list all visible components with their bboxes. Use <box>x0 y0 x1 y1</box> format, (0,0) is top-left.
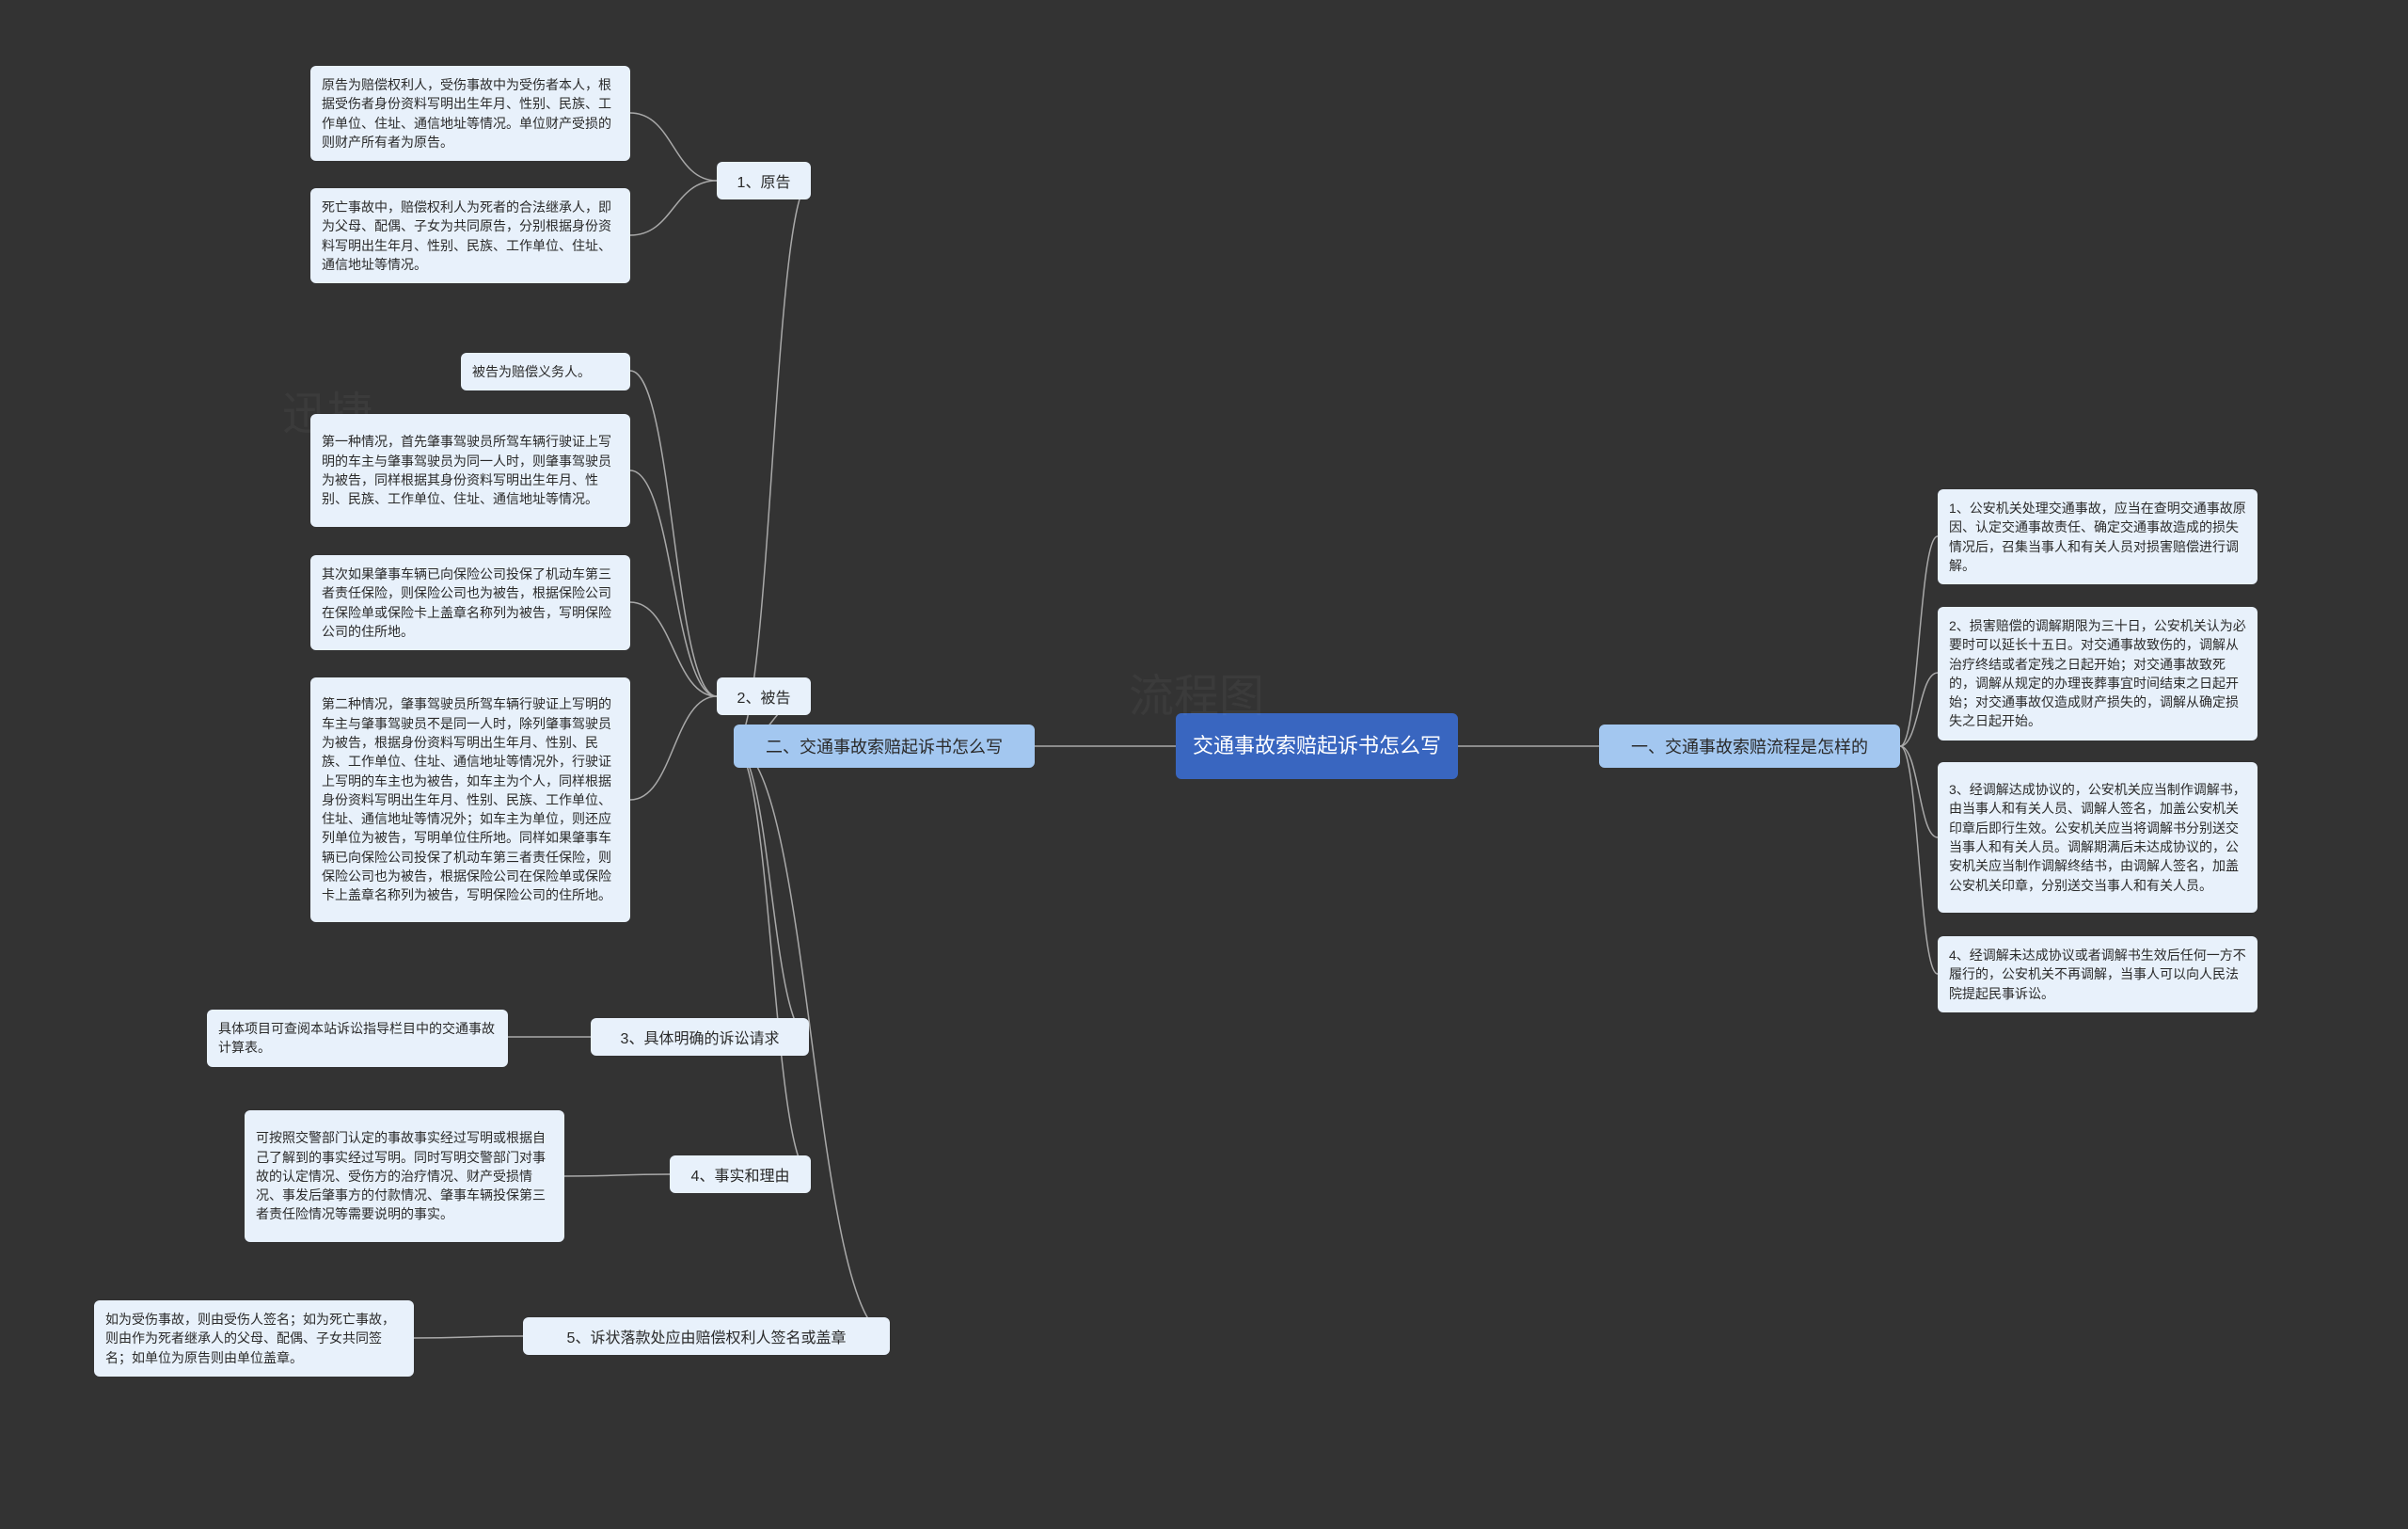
sub-2: 3、具体明确的诉讼请求 <box>591 1018 809 1056</box>
branch-left: 二、交通事故索赔起诉书怎么写 <box>734 725 1035 768</box>
sub-1: 2、被告 <box>717 677 811 715</box>
right-leaf-3: 4、经调解未达成协议或者调解书生效后任何一方不履行的，公安机关不再调解，当事人可… <box>1938 936 2258 1012</box>
sub-0-leaf-0: 原告为赔偿权利人，受伤事故中为受伤者本人，根据受伤者身份资料写明出生年月、性别、… <box>310 66 630 161</box>
sub-1-leaf-3: 第二种情况，肇事驾驶员所驾车辆行驶证上写明的车主与肇事驾驶员不是同一人时，除列肇… <box>310 677 630 922</box>
sub-1-leaf-1: 第一种情况，首先肇事驾驶员所驾车辆行驶证上写明的车主与肇事驾驶员为同一人时，则肇… <box>310 414 630 527</box>
root-node: 交通事故索赔起诉书怎么写 <box>1176 713 1458 779</box>
sub-1-leaf-2: 其次如果肇事车辆已向保险公司投保了机动车第三者责任保险，则保险公司也为被告，根据… <box>310 555 630 650</box>
sub-4-leaf-0: 如为受伤事故，则由受伤人签名；如为死亡事故，则由作为死者继承人的父母、配偶、子女… <box>94 1300 414 1377</box>
right-leaf-2: 3、经调解达成协议的，公安机关应当制作调解书，由当事人和有关人员、调解人签名，加… <box>1938 762 2258 913</box>
sub-3: 4、事实和理由 <box>670 1155 811 1193</box>
sub-3-leaf-0: 可按照交警部门认定的事故事实经过写明或根据自己了解到的事实经过写明。同时写明交警… <box>245 1110 564 1242</box>
sub-4: 5、诉状落款处应由赔偿权利人签名或盖章 <box>523 1317 890 1355</box>
sub-0-leaf-1: 死亡事故中，赔偿权利人为死者的合法继承人，即为父母、配偶、子女为共同原告，分别根… <box>310 188 630 283</box>
right-leaf-0: 1、公安机关处理交通事故，应当在查明交通事故原因、认定交通事故责任、确定交通事故… <box>1938 489 2258 584</box>
right-leaf-1: 2、损害赔偿的调解期限为三十日，公安机关认为必要时可以延长十五日。对交通事故致伤… <box>1938 607 2258 741</box>
sub-2-leaf-0: 具体项目可查阅本站诉讼指导栏目中的交通事故计算表。 <box>207 1010 508 1067</box>
sub-1-leaf-0: 被告为赔偿义务人。 <box>461 353 630 390</box>
sub-0: 1、原告 <box>717 162 811 199</box>
branch-right: 一、交通事故索赔流程是怎样的 <box>1599 725 1900 768</box>
